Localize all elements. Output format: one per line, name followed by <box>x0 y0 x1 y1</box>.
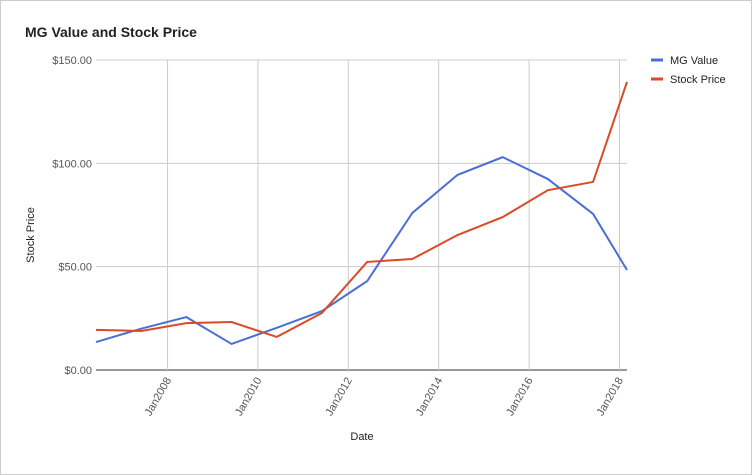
x-axis-title: Date <box>350 431 373 443</box>
y-tick-label: $50.00 <box>58 262 92 274</box>
series-line <box>95 81 628 339</box>
legend-swatch <box>651 77 663 81</box>
legend-label: MG Value <box>670 55 718 67</box>
y-axis-title: Stock Price <box>25 207 37 263</box>
series-line <box>95 156 628 346</box>
y-tick-label: $0.00 <box>64 365 92 377</box>
y-tick-label: $100.00 <box>52 158 92 170</box>
y-tick-label: $150.00 <box>52 55 92 67</box>
chart-title: MG Value and Stock Price <box>25 24 197 40</box>
legend-swatch <box>651 58 663 62</box>
legend-label: Stock Price <box>670 74 726 86</box>
